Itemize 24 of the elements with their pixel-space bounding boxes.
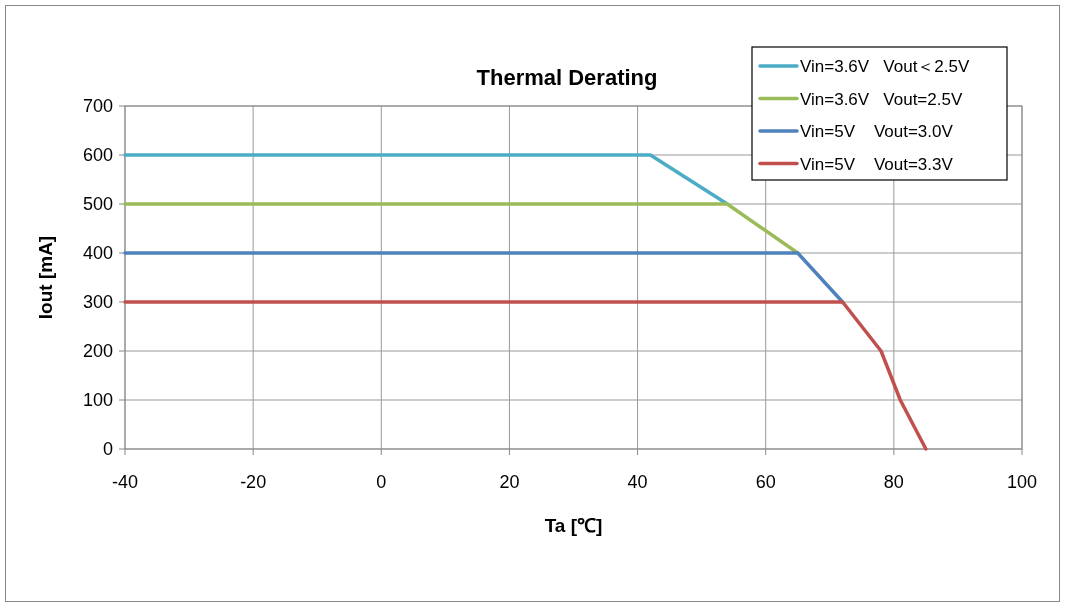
y-axis-title: Iout [mA]: [35, 235, 56, 320]
chart-title: Thermal Derating: [476, 65, 658, 90]
legend-label: Vin=5V Vout=3.0V: [800, 122, 954, 141]
x-tick-label: 40: [627, 472, 648, 492]
x-tick-label: 20: [499, 472, 520, 492]
legend-label: Vin=3.6V Vout＜2.5V: [800, 57, 970, 76]
x-tick-label: -40: [111, 472, 139, 492]
x-axis-title: Ta [℃]: [544, 515, 603, 536]
legend-label: Vin=3.6V Vout=2.5V: [800, 89, 963, 109]
x-tick-label: 100: [1006, 472, 1038, 492]
legend-label: Vin=5V Vout=3.3V: [800, 154, 954, 174]
x-tick-label: 80: [883, 472, 904, 492]
line-series: [123, 300, 928, 451]
y-tick-label: 0: [102, 439, 113, 459]
y-tick-label: 700: [82, 96, 113, 116]
y-tick-label: 100: [82, 390, 113, 410]
y-tick-label: 200: [82, 341, 113, 361]
y-tick-label: 600: [82, 145, 113, 165]
y-tick-label: 400: [82, 243, 113, 263]
x-tick-label: 0: [376, 472, 387, 492]
x-tick-label: 60: [755, 472, 776, 492]
x-tick-label: -20: [240, 472, 267, 492]
y-tick-label: 500: [82, 194, 113, 214]
y-tick-label: 300: [82, 292, 113, 312]
